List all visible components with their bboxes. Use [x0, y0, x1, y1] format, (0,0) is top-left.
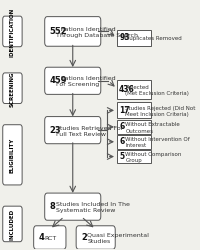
FancyBboxPatch shape [3, 74, 22, 104]
FancyBboxPatch shape [116, 103, 150, 119]
Text: 6: 6 [119, 122, 124, 131]
FancyBboxPatch shape [3, 17, 22, 48]
FancyBboxPatch shape [116, 30, 150, 46]
Text: Citations Identified
For Screening: Citations Identified For Screening [55, 76, 115, 87]
FancyBboxPatch shape [44, 18, 100, 47]
Text: Without Intervention Of
Interest: Without Intervention Of Interest [125, 136, 189, 148]
Text: 8: 8 [49, 201, 55, 210]
Text: Studies Retrieved For
Full Text Review: Studies Retrieved For Full Text Review [55, 125, 123, 136]
Text: Quasi Experimental
Studies: Quasi Experimental Studies [87, 232, 148, 243]
FancyBboxPatch shape [3, 206, 22, 242]
Text: 4: 4 [38, 232, 44, 241]
FancyBboxPatch shape [44, 68, 100, 95]
FancyBboxPatch shape [44, 193, 100, 220]
FancyBboxPatch shape [34, 226, 66, 249]
FancyBboxPatch shape [116, 136, 150, 149]
Text: Rejected
(Met Exclusion Criteria): Rejected (Met Exclusion Criteria) [125, 84, 188, 96]
Text: RCT: RCT [44, 235, 57, 240]
Text: SCREENING: SCREENING [10, 71, 15, 106]
FancyBboxPatch shape [3, 125, 22, 185]
Text: Studies Rejected (Did Not
Meet Inclusion Criteria): Studies Rejected (Did Not Meet Inclusion… [125, 106, 195, 117]
Text: IDENTIFICATION: IDENTIFICATION [10, 8, 15, 57]
Text: 2: 2 [81, 232, 86, 241]
Text: 93: 93 [119, 33, 129, 42]
Text: 459: 459 [49, 76, 67, 85]
Text: 5: 5 [119, 152, 124, 160]
Text: Without Comparison
Group: Without Comparison Group [125, 151, 181, 162]
Text: Without Extractable
Outcomes: Without Extractable Outcomes [125, 122, 179, 133]
Text: 17: 17 [119, 106, 129, 114]
FancyBboxPatch shape [116, 150, 150, 164]
Text: Citations Identified
Through Database Search: Citations Identified Through Database Se… [55, 27, 137, 38]
FancyBboxPatch shape [116, 81, 150, 99]
Text: 436: 436 [119, 84, 134, 94]
Text: ELIGIBILITY: ELIGIBILITY [10, 138, 15, 173]
Text: 6: 6 [119, 137, 124, 146]
Text: 23: 23 [49, 125, 61, 134]
Text: 552: 552 [49, 27, 67, 36]
Text: INCLUDED: INCLUDED [10, 208, 15, 240]
FancyBboxPatch shape [44, 117, 100, 144]
FancyBboxPatch shape [116, 121, 150, 134]
FancyBboxPatch shape [76, 226, 115, 249]
Text: Studies Included In The
Systematic Review: Studies Included In The Systematic Revie… [55, 201, 129, 212]
Text: Duplicates Removed: Duplicates Removed [125, 36, 181, 41]
